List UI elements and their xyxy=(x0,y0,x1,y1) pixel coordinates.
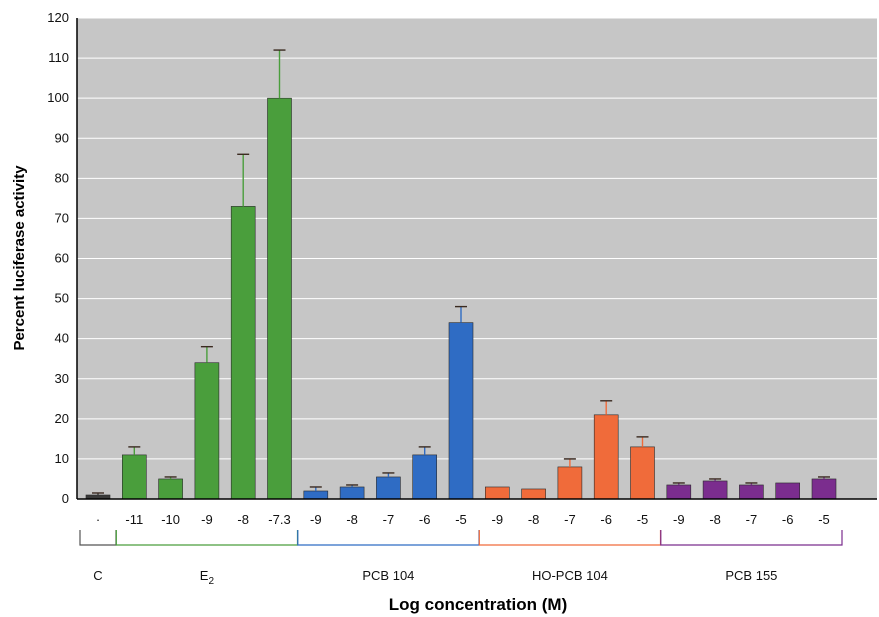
bar xyxy=(194,362,220,500)
x-tick-labels: · -11 -10 -9 -8 -7.3 -9 -8 -7 -6 -5 -9 -8 -7 -6 -5 -9 -8 -… xyxy=(96,512,830,527)
bar xyxy=(448,322,474,500)
x-axis-title: Log concentration (M) xyxy=(389,595,567,614)
bar xyxy=(376,476,401,500)
y-tick-label: 40 xyxy=(55,331,69,346)
x-tick-label: -6 xyxy=(419,512,431,527)
group-label: PCB 155 xyxy=(725,568,777,583)
bar xyxy=(158,478,183,500)
bar xyxy=(339,486,365,500)
group-label: C xyxy=(93,568,102,583)
group-brackets xyxy=(79,530,843,546)
x-tick-label: -9 xyxy=(492,512,504,527)
group-label: HO-PCB 104 xyxy=(532,568,608,583)
x-tick-label: -8 xyxy=(346,512,358,527)
x-tick-label: -6 xyxy=(600,512,612,527)
bar xyxy=(557,466,583,500)
bar xyxy=(484,486,510,500)
bar xyxy=(739,484,764,500)
bar xyxy=(593,414,619,500)
x-tick-label: -9 xyxy=(310,512,322,527)
group-label: PCB 104 xyxy=(362,568,414,583)
group-bracket xyxy=(297,530,480,546)
y-tick-labels: 0 10 20 30 40 50 60 70 80 90 100 110 120 xyxy=(47,10,69,506)
y-tick-label: 120 xyxy=(47,10,69,25)
x-tick-label: -7.3 xyxy=(268,512,290,527)
x-tick-label: -7 xyxy=(746,512,758,527)
x-tick-label: -8 xyxy=(237,512,249,527)
x-tick-label: -8 xyxy=(528,512,540,527)
bar xyxy=(303,490,329,500)
bar xyxy=(267,97,292,500)
bar xyxy=(412,454,438,500)
group-label: E2 xyxy=(200,568,215,587)
bar xyxy=(811,478,837,500)
y-tick-label: 80 xyxy=(55,170,69,185)
x-tick-label: · xyxy=(96,512,100,527)
x-tick-label: -5 xyxy=(455,512,467,527)
y-tick-label: 20 xyxy=(55,411,69,426)
x-tick-label: -7 xyxy=(383,512,395,527)
y-tick-label: 90 xyxy=(55,130,69,145)
error-bars xyxy=(92,49,830,495)
y-axis-title: Percent luciferase activity xyxy=(11,165,28,351)
y-tick-label: 70 xyxy=(55,210,69,225)
y-tick-label: 110 xyxy=(48,50,69,65)
y-tick-label: 30 xyxy=(55,371,69,386)
group-bracket xyxy=(79,530,117,546)
group-labels: C E2 PCB 104 HO-PCB 104 PCB 155 xyxy=(93,568,777,587)
x-tick-label: -10 xyxy=(161,512,180,527)
group-bracket xyxy=(478,530,662,546)
y-tick-label: 100 xyxy=(47,90,69,105)
bar xyxy=(630,446,655,500)
group-bracket xyxy=(660,530,843,546)
bar xyxy=(521,488,546,500)
x-tick-label: -8 xyxy=(709,512,721,527)
bars xyxy=(85,97,837,500)
x-tick-label: -9 xyxy=(201,512,213,527)
x-tick-label: -7 xyxy=(564,512,576,527)
bar xyxy=(702,480,728,500)
bar xyxy=(122,454,147,500)
x-tick-label: -11 xyxy=(125,512,143,527)
y-tick-label: 60 xyxy=(55,251,69,266)
x-tick-label: -6 xyxy=(782,512,794,527)
bar xyxy=(666,484,692,500)
bar xyxy=(775,482,801,500)
y-tick-label: 50 xyxy=(55,291,69,306)
x-tick-label: -5 xyxy=(818,512,830,527)
y-tick-label: 10 xyxy=(55,451,69,466)
group-bracket xyxy=(115,530,299,546)
bar xyxy=(230,206,256,500)
x-tick-label: -5 xyxy=(637,512,649,527)
y-tick-label: 0 xyxy=(62,491,69,506)
x-tick-label: -9 xyxy=(673,512,685,527)
